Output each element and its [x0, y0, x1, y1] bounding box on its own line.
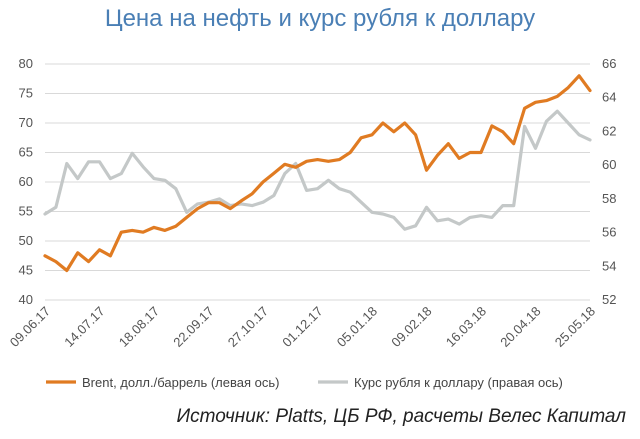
right-tick-label: 54 [602, 258, 616, 273]
left-tick-label: 45 [19, 263, 33, 278]
left-tick-label: 60 [19, 174, 33, 189]
right-tick-label: 60 [602, 157, 616, 172]
left-axis-ticks: 40 45 50 55 60 65 70 75 80 [19, 56, 33, 307]
right-tick-label: 58 [602, 191, 616, 206]
left-tick-label: 50 [19, 233, 33, 248]
rub-usd-series-line [43, 109, 592, 231]
x-tick-label: 18.08.17 [116, 304, 162, 350]
left-tick-label: 70 [19, 115, 33, 130]
x-tick-label: 09.02.18 [388, 304, 434, 350]
x-tick-label: 25.05.18 [552, 304, 598, 350]
x-tick-label: 09.06.17 [7, 304, 53, 350]
x-tick-label: 01.12.17 [279, 304, 325, 350]
x-tick-label: 16.03.18 [443, 304, 489, 350]
left-tick-label: 80 [19, 56, 33, 71]
right-axis-ticks: 52 54 56 58 60 62 64 66 [602, 56, 616, 307]
right-tick-label: 64 [602, 90, 616, 105]
brent-series-line [43, 74, 592, 273]
right-tick-label: 56 [602, 225, 616, 240]
x-tick-label: 05.01.18 [334, 304, 380, 350]
left-tick-label: 40 [19, 292, 33, 307]
source-note: Источник: Platts, ЦБ РФ, расчеты Велес К… [176, 406, 626, 427]
left-tick-label: 65 [19, 145, 33, 160]
left-tick-label: 55 [19, 204, 33, 219]
gridlines [45, 63, 590, 301]
legend-label: Курс рубля к доллару (правая ось) [354, 375, 563, 390]
legend-label: Brent, долл./баррель (левая ось) [82, 375, 279, 390]
right-tick-label: 66 [602, 56, 616, 71]
x-tick-label: 20.04.18 [497, 304, 543, 350]
x-tick-label: 22.09.17 [170, 304, 216, 350]
x-tick-label: 14.07.17 [61, 304, 107, 350]
series-lines [43, 74, 592, 273]
left-tick-label: 75 [19, 86, 33, 101]
chart-title: Цена на нефть и курс рубля к доллару [104, 5, 536, 32]
right-tick-label: 62 [602, 123, 616, 138]
x-axis-ticks: 09.06.17 14.07.17 18.08.17 22.09.17 27.10.17… [7, 304, 598, 350]
legend: Brent, долл./баррель (левая ось) Курс руб… [46, 375, 563, 390]
right-tick-label: 52 [602, 292, 616, 307]
x-tick-label: 27.10.17 [225, 304, 271, 350]
